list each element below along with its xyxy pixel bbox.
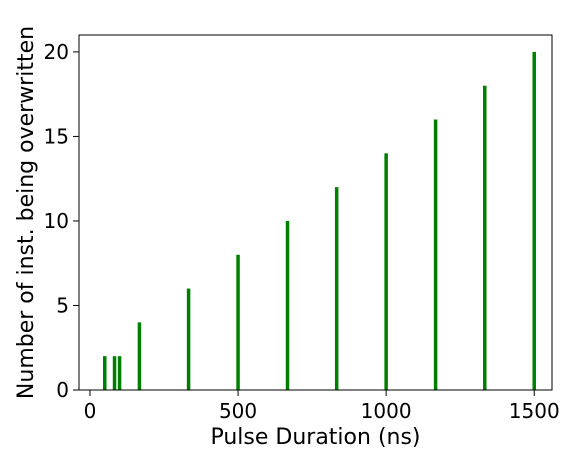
bar [384, 153, 388, 390]
bar [112, 356, 117, 390]
bar [483, 85, 487, 390]
bar [103, 356, 107, 390]
bar [117, 356, 122, 390]
bar [137, 322, 142, 390]
y-tick-label: 15 [44, 124, 69, 148]
bar [334, 187, 339, 390]
bar [186, 288, 191, 390]
ticks-layer: 0 500 1000 1500 0 5 10 15 20 [44, 40, 560, 423]
x-tick-label: 1500 [509, 399, 560, 423]
bar [532, 51, 536, 391]
bar [285, 220, 290, 390]
bars-layer [103, 51, 536, 391]
bar [236, 254, 240, 390]
x-tick-label: 0 [84, 399, 97, 423]
x-axis-label: Pulse Duration (ns) [210, 425, 420, 448]
y-tick-label: 0 [56, 378, 69, 402]
y-tick-label: 20 [44, 40, 69, 64]
y-tick-label: 10 [44, 209, 69, 233]
y-axis-label: Number of inst. being overwritten [14, 26, 39, 399]
x-tick-label: 1000 [361, 399, 412, 423]
x-tick-label: 500 [219, 399, 257, 423]
y-tick-label: 5 [56, 293, 69, 317]
plot-frame [78, 34, 553, 391]
bar [433, 119, 438, 391]
